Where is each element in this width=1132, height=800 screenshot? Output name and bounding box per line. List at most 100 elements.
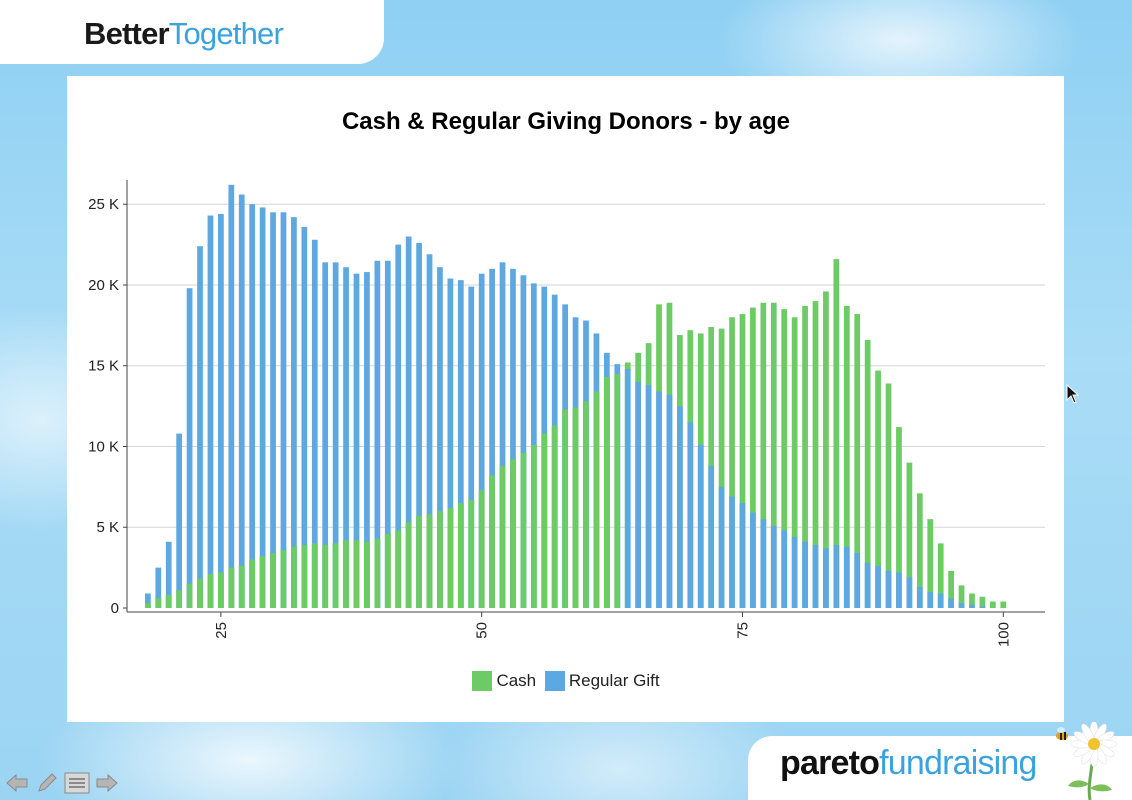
chart-legend: Cash Regular Gift <box>0 671 1132 696</box>
bar-cash-front <box>437 511 443 608</box>
x-tick-label: 100 <box>995 622 1012 647</box>
bar-regular-gift <box>781 530 788 608</box>
bar-cash <box>823 291 829 608</box>
pen-icon[interactable] <box>34 770 60 796</box>
bar-regular-gift <box>197 246 203 608</box>
bar-cash-front <box>144 603 151 608</box>
bar-regular-gift <box>353 273 360 608</box>
bar-regular-gift <box>259 207 266 608</box>
bar-regular-gift <box>896 572 902 608</box>
bee-icon <box>1056 727 1068 740</box>
bar-regular-gift <box>155 567 162 608</box>
bar-cash-front <box>259 556 266 608</box>
forward-icon[interactable] <box>94 770 120 796</box>
bar-cash-front <box>343 540 349 608</box>
menu-icon[interactable] <box>64 770 90 796</box>
regular-gift-bars <box>144 184 986 609</box>
bar-regular-gift <box>906 577 913 608</box>
bar-regular-gift <box>729 496 735 608</box>
pareto-footer-tab <box>748 736 1132 800</box>
bar-cash-front <box>207 574 214 608</box>
bar-regular-gift <box>343 267 349 608</box>
bar-cash <box>916 493 923 608</box>
bar-regular-gift <box>332 262 339 608</box>
daisy-flower-icon <box>1056 722 1118 800</box>
bar-cash <box>1000 601 1007 608</box>
legend-item-cash: Cash <box>472 671 536 691</box>
bar-cash <box>958 585 965 608</box>
bar-regular-gift <box>405 236 412 608</box>
bar-cash <box>948 570 954 608</box>
bar-regular-gift <box>885 570 892 608</box>
bar-regular-gift <box>969 604 975 608</box>
x-tick-label: 75 <box>734 622 751 639</box>
bar-cash <box>791 317 798 608</box>
bar-regular-gift <box>927 591 934 608</box>
bar-regular-gift <box>687 422 694 608</box>
bar-regular-gift <box>708 465 715 608</box>
bar-cash <box>989 601 996 608</box>
bar-cash <box>812 301 819 608</box>
bar-regular-gift <box>499 262 506 608</box>
bar-regular-gift <box>426 254 433 608</box>
bar-cash-front <box>176 590 183 608</box>
bar-regular-gift <box>770 525 777 608</box>
y-tick-label: 25 K <box>88 196 119 213</box>
bar-regular-gift <box>823 548 829 608</box>
bar-cash-front <box>197 578 203 608</box>
bar-regular-gift <box>165 541 172 608</box>
bar-regular-gift <box>374 260 381 608</box>
bar-regular-gift <box>416 242 422 608</box>
bar-regular-gift <box>301 226 308 608</box>
bar-regular-gift <box>875 566 881 608</box>
bar-cash <box>864 339 871 608</box>
bar-cash <box>937 543 944 608</box>
bar-regular-gift <box>176 433 183 608</box>
bar-regular-gift <box>510 268 516 608</box>
bar-cash-front <box>447 507 454 608</box>
bar-cash-front <box>280 549 287 608</box>
chart-title: Cash & Regular Giving Donors - by age <box>341 108 791 135</box>
bar-regular-gift <box>739 503 746 608</box>
bar-regular-gift <box>802 541 808 608</box>
bar-cash-front <box>249 559 256 608</box>
bar-regular-gift <box>791 536 798 608</box>
pareto-fundraising-logo: paretofundraising <box>780 744 1037 783</box>
y-tick-label: 10 K <box>88 438 119 455</box>
bar-cash-front <box>603 377 610 608</box>
legend-swatch-regular-gift <box>544 671 565 691</box>
bar-cash-front <box>155 598 162 608</box>
bar-cash-front <box>510 459 516 608</box>
back-icon[interactable] <box>4 770 30 796</box>
legend-item-regular-gift: Regular Gift <box>544 671 660 691</box>
x-tick-label: 50 <box>474 622 491 639</box>
bar-regular-gift <box>937 593 944 608</box>
y-tick-label: 15 K <box>88 358 119 375</box>
bar-cash-front <box>583 401 589 608</box>
legend-swatch-cash <box>472 671 493 691</box>
bar-cash <box>969 593 975 608</box>
bar-regular-gift <box>812 545 819 608</box>
bar-regular-gift <box>249 204 256 608</box>
bar-regular-gift <box>718 486 725 608</box>
bar-cash-front <box>551 425 558 608</box>
bar-cash-front <box>468 499 475 608</box>
logo-word-fundraising: fundraising <box>879 744 1037 782</box>
bar-cash <box>739 314 746 608</box>
bar-regular-gift <box>395 244 402 609</box>
bar-regular-gift <box>520 275 527 608</box>
bar-cash <box>802 305 808 608</box>
y-tick-label: 5 K <box>96 519 119 536</box>
bar-regular-gift <box>854 553 861 608</box>
bar-regular-gift <box>916 587 923 608</box>
bar-regular-gift <box>979 606 986 608</box>
y-tick-label: 20 K <box>88 277 119 294</box>
bar-cash-front <box>572 407 579 608</box>
bar-cash-front <box>405 522 412 608</box>
bar-regular-gift <box>468 286 475 608</box>
bar-cash <box>843 305 850 608</box>
bar-regular-gift <box>364 272 370 608</box>
bar-cash-front <box>228 567 235 608</box>
bar-regular-gift <box>677 406 683 608</box>
bar-cash-front <box>238 566 245 608</box>
